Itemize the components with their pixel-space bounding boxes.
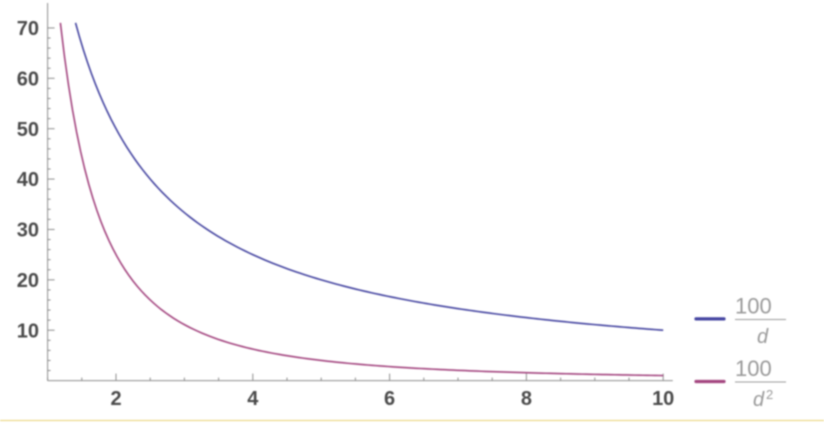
svg-text:d: d: [757, 326, 769, 348]
svg-text:4: 4: [247, 388, 259, 410]
svg-text:2: 2: [766, 387, 773, 402]
svg-text:20: 20: [17, 270, 39, 292]
svg-text:10: 10: [17, 320, 39, 342]
svg-text:70: 70: [17, 18, 39, 40]
svg-text:10: 10: [652, 388, 674, 410]
svg-text:6: 6: [384, 388, 395, 410]
svg-text:50: 50: [17, 119, 39, 141]
svg-text:8: 8: [521, 388, 532, 410]
svg-text:2: 2: [110, 388, 121, 410]
svg-text:30: 30: [17, 220, 39, 242]
svg-text:100: 100: [735, 356, 772, 381]
svg-text:40: 40: [17, 169, 39, 191]
svg-text:d: d: [753, 389, 765, 411]
svg-text:60: 60: [17, 68, 39, 90]
svg-text:100: 100: [735, 294, 772, 319]
